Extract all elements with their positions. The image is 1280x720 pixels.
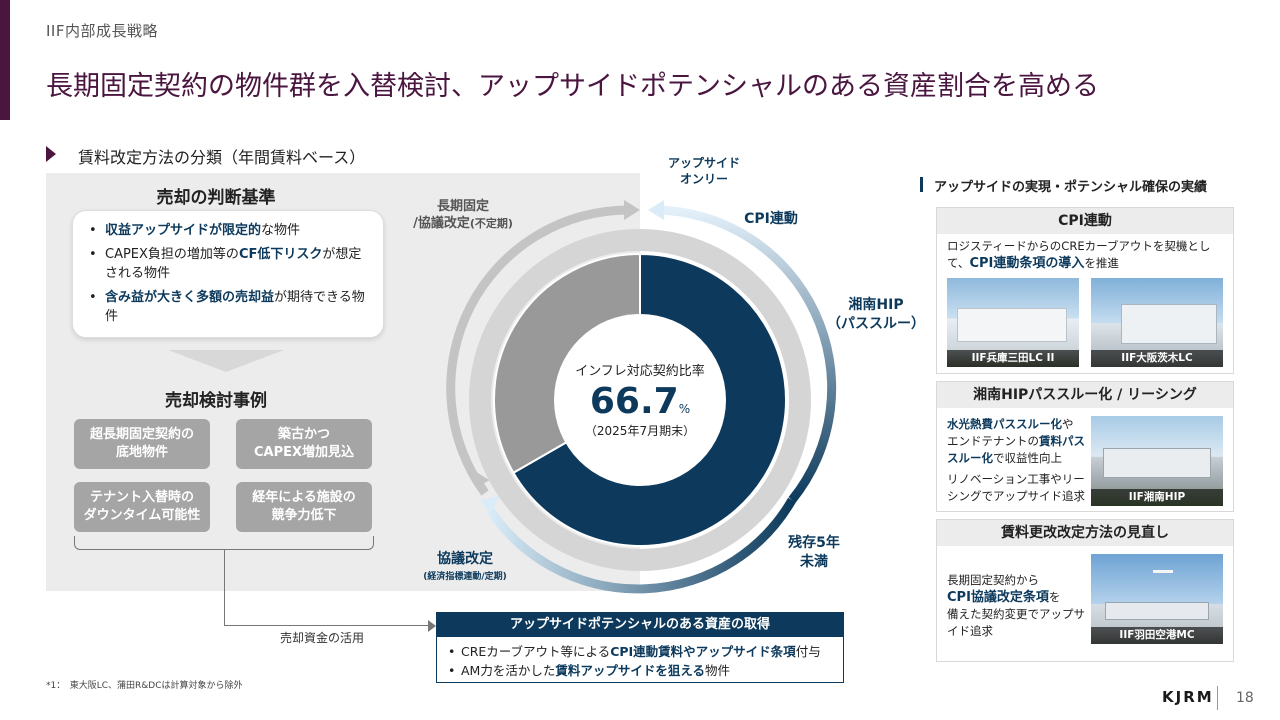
arrowhead-blue-top (648, 200, 664, 220)
case-item: 築古かつ CAPEX増加見込 (236, 419, 372, 469)
photo-shonan: IIF湘南HIP (1091, 416, 1223, 506)
label-long-fixed: 長期固定 /協議改定(不定期) (413, 199, 513, 231)
sale-cases-title: 売却検討事例 (165, 391, 267, 411)
page-title: 長期固定契約の物件群を入替検討、アップサイドポテンシャルのある資産割合を高める (46, 71, 1099, 102)
criteria-item: CAPEX負担の増加等のCF低下リスクが想定される物件 (87, 245, 369, 283)
arrow-right-icon (428, 620, 436, 632)
cpi-card-head: CPI連動 (937, 208, 1233, 234)
outer-arrow-blue-bottom (486, 497, 796, 594)
label-remaining: 残存5年 未満 (788, 535, 840, 570)
shonan-card-text: 水光熱費パススルー化や エンドテナントの賃料パス スルー化で収益性向上 リノベー… (947, 417, 1085, 503)
connector-line (224, 550, 225, 626)
center-label: インフレ対応契約比率 (575, 364, 705, 379)
criteria-item: 含み益が大きく多額の売却益が期待できる物件 (87, 288, 369, 326)
bracket (74, 536, 374, 550)
criteria-box: 収益アップサイドが限定的な物件 CAPEX負担の増加等のCF低下リスクが想定され… (72, 210, 384, 338)
acquisition-item: AM力を活かした賃料アップサイドを狙える物件 (447, 661, 833, 680)
cpi-card-text: ロジスティードからのCREカーブアウトを契機として、CPI連動条項の導入を推進 (947, 239, 1211, 271)
contract-donut (446, 200, 837, 594)
label-cpi: CPI連動 (744, 211, 798, 227)
case-item: テナント入替時の ダウンタイム可能性 (74, 482, 210, 532)
revision-card-text: 長期固定契約から CPI協議改定条項を 備えた契約変更でアップサイド追求 (947, 573, 1085, 638)
case-item: 経年による施設の 競争力低下 (236, 482, 372, 532)
center-note: （2025年7月期末） (584, 424, 696, 438)
revision-card-head: 賃料更改改定方法の見直し (937, 520, 1233, 546)
company-logo: KJRM (1162, 688, 1214, 706)
label-upside-only: アップサイド オンリー (667, 156, 740, 186)
center-value: 66.7 (589, 381, 679, 422)
connector-line (224, 625, 434, 626)
center-unit: % (678, 402, 691, 416)
photo-haneda: IIF羽田空港MC (1091, 554, 1223, 644)
right-title-bar (920, 177, 923, 192)
chevron-right-icon (46, 146, 56, 162)
photo-caption: IIF湘南HIP (1091, 489, 1223, 506)
divider (1217, 686, 1218, 710)
arrowhead-gray-top (624, 200, 640, 220)
accent-bar (0, 0, 10, 120)
label-negotiated: 協議改定 (経済指標連動/定期) (423, 551, 507, 582)
photo-caption: IIF羽田空港MC (1091, 627, 1223, 644)
outer-arrow-gray (446, 205, 631, 496)
criteria-item: 収益アップサイドが限定的な物件 (87, 221, 369, 240)
photo-hyogo: IIF兵庫三田LC II (947, 278, 1079, 367)
sub-heading: 賃料改定方法の分類（年間賃料ベース） (78, 148, 366, 167)
photo-caption: IIF兵庫三田LC II (947, 350, 1079, 367)
arrowhead-gray-bottom (472, 469, 490, 488)
arrowhead-blue-bottom (480, 496, 500, 514)
right-panel-title: アップサイドの実現・ポテンシャル確保の実績 (934, 180, 1208, 195)
acquisition-box: アップサイドポテンシャルのある資産の取得 CREカーブアウト等によるCPI連動賃… (436, 612, 844, 683)
case-item: 超長期固定契約の 底地物件 (74, 419, 210, 469)
section-label: IIF内部成長戦略 (46, 22, 158, 40)
funds-label: 売却資金の活用 (280, 631, 365, 645)
label-shonan: 湘南HIP （パススルー） (827, 297, 925, 332)
sale-criteria-title: 売却の判断基準 (156, 188, 276, 208)
shonan-card-head: 湘南HIPパススルー化 / リーシング (937, 382, 1233, 408)
acquisition-title: アップサイドポテンシャルのある資産の取得 (437, 613, 843, 637)
donut-center: インフレ対応契約比率 66.7% （2025年7月期末） (560, 360, 720, 439)
shonan-card: 湘南HIPパススルー化 / リーシング 水光熱費パススルー化や エンドテナントの… (936, 381, 1234, 512)
down-arrow-icon (168, 350, 284, 372)
outer-arrow-blue-right (655, 205, 837, 503)
page-number: 18 (1236, 690, 1254, 706)
acquisition-item: CREカーブアウト等によるCPI連動賃料やアップサイド条項付与 (447, 642, 833, 661)
revision-card: 賃料更改改定方法の見直し 長期固定契約から CPI協議改定条項を 備えた契約変更… (936, 519, 1234, 662)
donut-hole (554, 314, 726, 486)
ring-track (469, 229, 811, 571)
center-value-wrap: 66.7% (560, 381, 720, 422)
photo-caption: IIF大阪茨木LC (1091, 350, 1223, 367)
cpi-card: CPI連動 ロジスティードからのCREカーブアウトを契機として、CPI連動条項の… (936, 207, 1234, 374)
footnote: *1： 東大阪LC、蒲田R&DCは計算対象から除外 (46, 681, 243, 691)
photo-osaka: IIF大阪茨木LC (1091, 278, 1223, 367)
